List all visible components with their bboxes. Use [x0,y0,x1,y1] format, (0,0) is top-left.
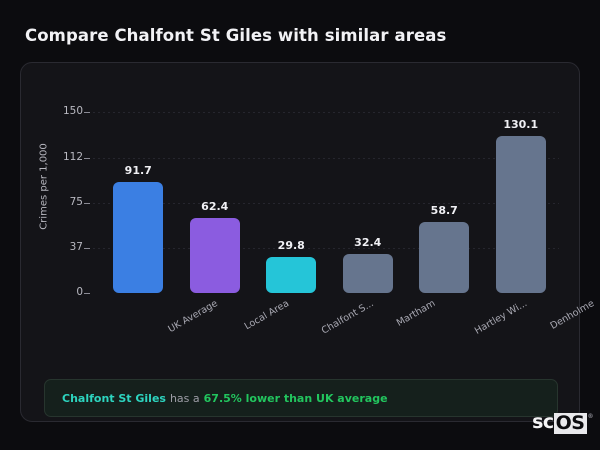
bar[interactable] [342,253,393,293]
bar-chart-plot: Crimes per 1,000 0 37 75 112 150 91.7 UK Aver… [21,63,597,423]
bar-value-label: 58.7 [430,204,458,218]
bar[interactable] [419,222,470,293]
gridline [93,248,559,250]
bar-value-label: 29.8 [277,239,305,253]
y-axis-tick-mark [84,248,90,250]
bar-group[interactable]: 91.7 UK Average [113,164,220,335]
x-axis-tick-label: Local Area [242,298,291,333]
bar-group[interactable]: 130.1 Denholme [495,118,596,332]
bar[interactable] [189,217,240,293]
bar[interactable] [266,257,317,293]
registered-trademark-icon: ® [587,413,594,420]
y-axis-title: Crimes per 1,000 [38,143,50,230]
bar-value-label: 62.4 [201,199,229,213]
gridline [93,112,559,113]
brand-logo: sc OS ® [532,413,593,434]
bar-group[interactable]: 29.8 Chalfont S... [266,239,376,337]
y-axis-tick-label: 37 [69,241,83,254]
y-axis-tick-label: 150 [62,105,83,117]
logo-text-sc: sc [532,411,554,433]
bar-value-label: 32.4 [354,235,382,249]
insight-statistic: 67.5% lower than UK average [203,391,388,405]
y-axis-tick-mark [84,157,90,159]
x-axis-tick-label: Hartley Wi... [473,298,530,337]
bar-value-label: 91.7 [124,164,152,178]
x-axis-tick-label: Martham [394,298,438,329]
chart-card: Crimes per 1,000 0 37 75 112 150 91.7 UK Aver… [20,62,597,423]
bar[interactable] [113,182,164,293]
x-axis-tick-label: UK Average [166,298,221,336]
logo-text-os: OS [553,412,587,434]
x-axis-tick-label: Denholme [548,298,597,332]
y-axis-tick-mark [84,112,90,113]
insight-area-name: Chalfont St Giles [62,391,166,405]
y-axis-tick-mark [84,293,90,294]
bar-group[interactable]: 32.4 Martham [342,236,437,329]
y-axis-tick-label: 0 [76,286,83,298]
x-axis-tick-label: Chalfont S... [320,298,377,337]
gridline [93,202,559,204]
bar[interactable] [495,136,546,293]
y-axis-tick-label: 112 [62,150,83,163]
y-axis-tick-mark [84,202,90,204]
bar-group[interactable]: 62.4 Local Area [189,200,291,332]
insight-banner: Chalfont St Giles has a 67.5% lower than… [44,379,558,417]
gridline [93,157,559,159]
bar-group[interactable]: 58.7 Hartley Wi... [419,204,530,337]
insight-middle-text: has a [169,391,200,405]
bar-value-label: 130.1 [503,118,539,132]
page-title: Compare Chalfont St Giles with similar a… [25,26,447,45]
y-axis-tick-label: 75 [69,195,83,208]
